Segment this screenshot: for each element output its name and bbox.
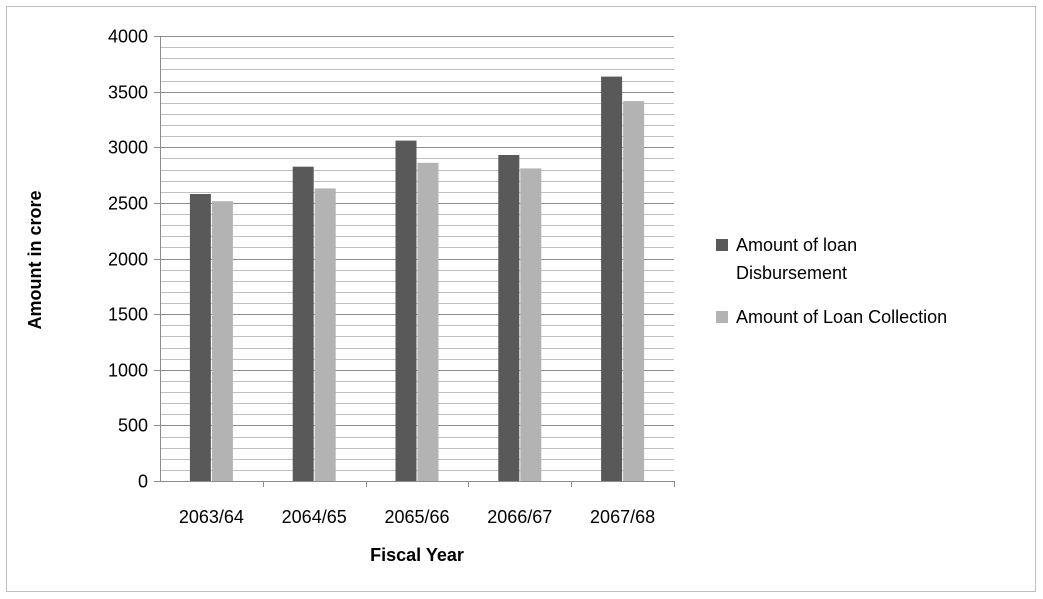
bar-disbursement-2066-67 — [498, 155, 520, 481]
bar-collection-2064-65 — [314, 188, 336, 481]
bar-collection-2067-68 — [623, 101, 645, 481]
y-tick-labels: 0 500 1000 1500 2000 2500 3000 3500 4000 — [108, 27, 148, 492]
x-tick-label: 2063/64 — [179, 507, 244, 527]
y-tick-label: 3000 — [108, 138, 148, 158]
legend-label-line: Disbursement — [736, 263, 847, 283]
bar-collection-2066-67 — [520, 168, 542, 481]
bar-disbursement-2067-68 — [601, 76, 623, 481]
bar-disbursement-2063-64 — [189, 194, 211, 481]
legend-item: Amount of Loan Collection — [716, 307, 947, 327]
legend-label-line: Amount of loan — [736, 235, 857, 255]
y-tick-label: 4000 — [108, 27, 148, 47]
y-axis-title: Amount in crore — [25, 190, 45, 329]
y-tick-label: 500 — [118, 416, 148, 436]
y-tick-label: 2000 — [108, 250, 148, 270]
bar-chart: 0 500 1000 1500 2000 2500 3000 3500 4000 2063/64… — [25, 27, 947, 566]
legend-label: Amount of loan Disbursement — [736, 235, 857, 283]
legend: Amount of loan Disbursement Amount of Loan… — [716, 235, 947, 327]
legend-swatch — [716, 239, 728, 251]
chart-frame: 0 500 1000 1500 2000 2500 3000 3500 4000 2063/64… — [6, 6, 1036, 592]
y-tick-label: 1000 — [108, 361, 148, 381]
y-tick-label: 2500 — [108, 194, 148, 214]
x-tick-label: 2064/65 — [282, 507, 347, 527]
legend-swatch — [716, 311, 728, 323]
bar-collection-2063-64 — [211, 201, 233, 481]
x-tick-label: 2066/67 — [487, 507, 552, 527]
legend-label: Amount of Loan Collection — [736, 307, 947, 327]
bar-disbursement-2064-65 — [292, 166, 314, 481]
legend-label-line: Amount of Loan Collection — [736, 307, 947, 327]
x-tick-labels: 2063/64 2064/65 2065/66 2066/67 2067/68 — [179, 507, 655, 527]
y-tick-label: 0 — [138, 472, 148, 492]
bars — [189, 76, 645, 482]
bar-collection-2065-66 — [417, 162, 439, 482]
x-tick-label: 2067/68 — [590, 507, 655, 527]
y-tick-label: 1500 — [108, 305, 148, 325]
gridlines — [160, 36, 674, 471]
legend-item: Amount of loan Disbursement — [716, 235, 857, 283]
bar-disbursement-2065-66 — [395, 140, 417, 481]
axes — [154, 36, 675, 487]
x-tick-label: 2065/66 — [384, 507, 449, 527]
y-tick-label: 3500 — [108, 83, 148, 103]
x-axis-title: Fiscal Year — [370, 545, 464, 565]
